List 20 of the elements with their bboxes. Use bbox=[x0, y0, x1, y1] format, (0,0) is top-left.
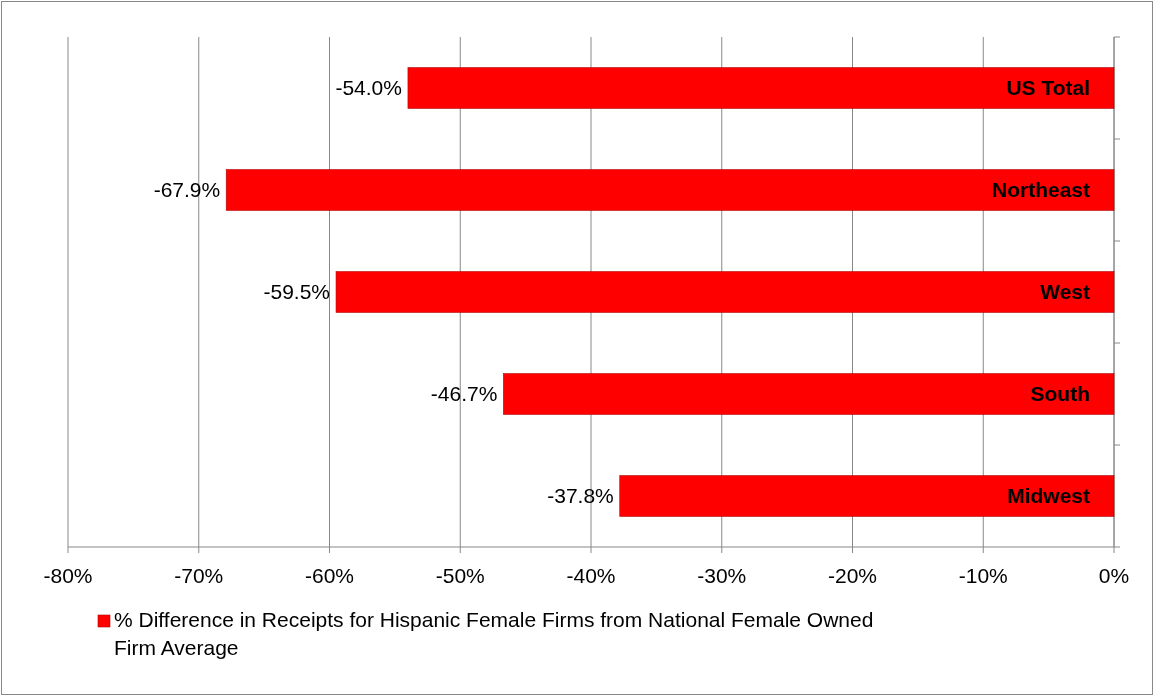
x-tick-label: -80% bbox=[43, 564, 93, 587]
x-tick-label: -10% bbox=[958, 564, 1008, 587]
y-tick-label: US Total bbox=[1006, 76, 1090, 100]
data-label: -46.7% bbox=[430, 382, 498, 406]
x-tick-label: 0% bbox=[1098, 564, 1130, 587]
y-tick-label: Northeast bbox=[991, 178, 1090, 202]
x-tick-label: -40% bbox=[566, 564, 616, 587]
x-tick-label: -30% bbox=[697, 564, 747, 587]
data-label: -37.8% bbox=[547, 484, 614, 508]
data-label: -59.5% bbox=[263, 280, 331, 304]
y-tick-label: Midwest bbox=[1007, 484, 1090, 508]
legend-label: % Difference in Receipts for Hispanic Female Firms from National Female Owned Firm Average bbox=[114, 608, 874, 659]
x-tick-label: -20% bbox=[827, 564, 878, 587]
x-tick-label: -60% bbox=[304, 564, 355, 587]
y-tick-label: West bbox=[1040, 280, 1090, 304]
x-tick-label: -50% bbox=[435, 564, 485, 587]
data-label: -54.0% bbox=[335, 76, 402, 100]
y-tick-label: South bbox=[1030, 382, 1090, 406]
data-label: -67.9% bbox=[153, 178, 221, 202]
x-tick-label: -70% bbox=[174, 564, 224, 587]
